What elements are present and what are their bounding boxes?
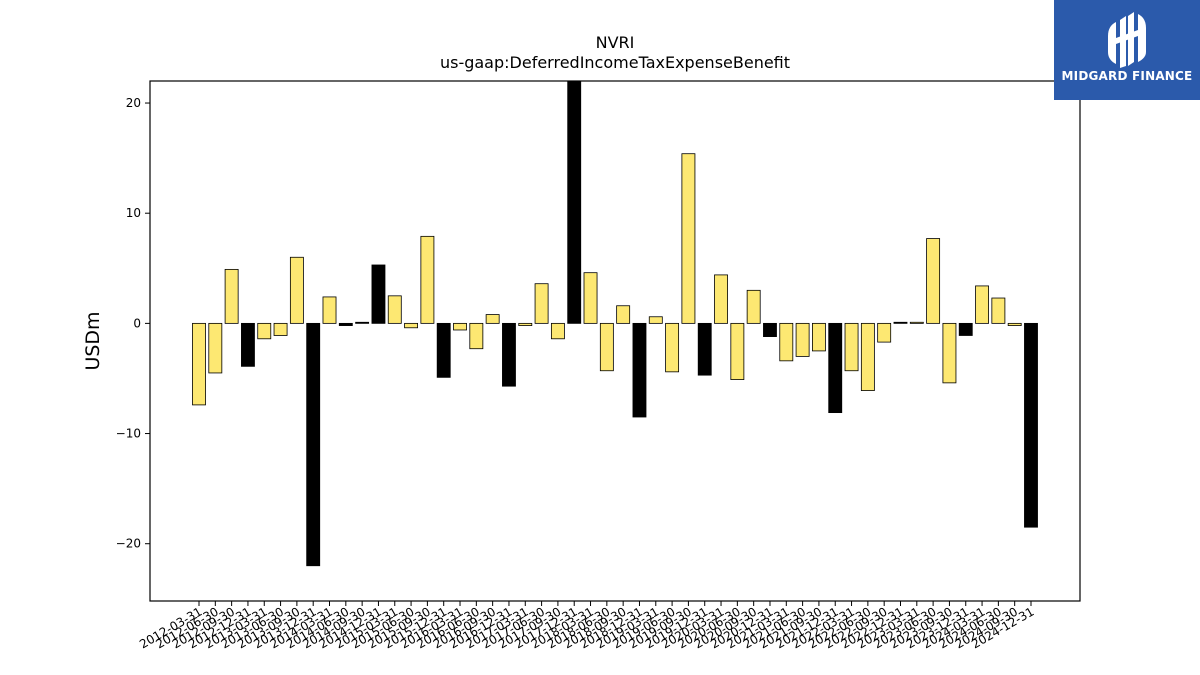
y-tick-label: 0 [133, 316, 141, 330]
bar-2019-12-31 [697, 322, 712, 376]
midgard-logo-icon [1108, 12, 1146, 68]
y-axis: 20 10 0 −10 −20 [116, 96, 150, 551]
bar-2023-12-31 [958, 322, 973, 336]
bar-2019-09-30 [681, 153, 696, 324]
bar-2021-06-30 [795, 322, 810, 357]
chart-title: NVRI [596, 33, 635, 52]
bar-2022-03-31 [844, 322, 859, 372]
bar-2016-09-30 [485, 314, 500, 324]
bar-2020-06-30 [730, 322, 745, 380]
bar-2013-12-31 [306, 322, 321, 567]
bar-2018-12-31 [632, 322, 647, 418]
bar-2012-06-30 [208, 322, 223, 374]
bar-2024-06-30 [991, 297, 1006, 324]
bar-2013-03-31 [257, 322, 272, 340]
bar-2013-09-30 [289, 256, 304, 324]
bar-series [192, 80, 1038, 567]
bar-2017-06-30 [534, 283, 549, 324]
bar-2024-09-30 [1007, 322, 1022, 326]
y-tick-label: 10 [126, 206, 141, 220]
bar-2018-06-30 [599, 322, 614, 372]
bar-2016-03-31 [453, 322, 467, 331]
bar-2021-09-30 [812, 322, 826, 352]
bar-2017-09-30 [550, 322, 565, 340]
bar-2024-12-31 [1024, 322, 1038, 528]
bar-2016-12-31 [502, 322, 516, 387]
bar-2012-03-31 [192, 322, 206, 406]
bar-2014-06-30 [338, 322, 353, 326]
bar-2015-03-31 [387, 295, 402, 324]
midgard-finance-logo: MIDGARD FINANCE [1054, 0, 1200, 100]
y-tick-label: −10 [116, 427, 141, 441]
chart-titles: NVRI us-gaap:DeferredIncomeTaxExpenseBen… [440, 33, 790, 72]
x-axis: 2012-03-312012-06-302012-09-302012-12-31… [137, 601, 1037, 651]
logo-text: MIDGARD FINANCE [1061, 69, 1193, 83]
bar-2018-09-30 [616, 305, 631, 324]
bar-2015-09-30 [420, 235, 435, 324]
bar-2015-06-30 [404, 322, 418, 329]
bar-2023-03-31 [909, 321, 924, 324]
bar-2016-06-30 [469, 322, 484, 350]
bar-2021-03-31 [779, 322, 794, 362]
bar-2014-03-31 [322, 296, 337, 324]
bar-2019-03-31 [648, 316, 663, 324]
bar-2019-06-30 [665, 322, 680, 373]
plot-frame [149, 80, 1081, 602]
bar-2020-03-31 [714, 274, 728, 324]
bar-2022-09-30 [877, 322, 892, 343]
bar-2020-09-30 [746, 289, 761, 324]
chart-subtitle: us-gaap:DeferredIncomeTaxExpenseBenefit [440, 53, 790, 72]
bar-2023-09-30 [942, 322, 957, 384]
bar-2017-03-31 [518, 322, 533, 326]
bar-2012-12-31 [241, 322, 255, 367]
bar-2013-06-30 [273, 322, 288, 336]
bar-2014-12-31 [371, 264, 386, 324]
y-tick-label: −20 [116, 537, 141, 551]
bar-2022-06-30 [860, 322, 875, 391]
bar-2018-03-31 [583, 272, 598, 324]
bar-2012-09-30 [224, 268, 239, 324]
bar-2017-12-31 [567, 80, 582, 324]
bar-2021-12-31 [828, 322, 843, 414]
bar-2023-06-30 [926, 238, 941, 324]
bar-2024-03-31 [975, 285, 989, 324]
y-tick-label: 20 [126, 96, 141, 110]
bar-2022-12-31 [893, 321, 908, 324]
bar-2020-12-31 [763, 322, 777, 337]
y-axis-label: USDm [82, 311, 104, 370]
bar-2014-09-30 [355, 321, 370, 324]
bar-2015-12-31 [436, 322, 451, 378]
